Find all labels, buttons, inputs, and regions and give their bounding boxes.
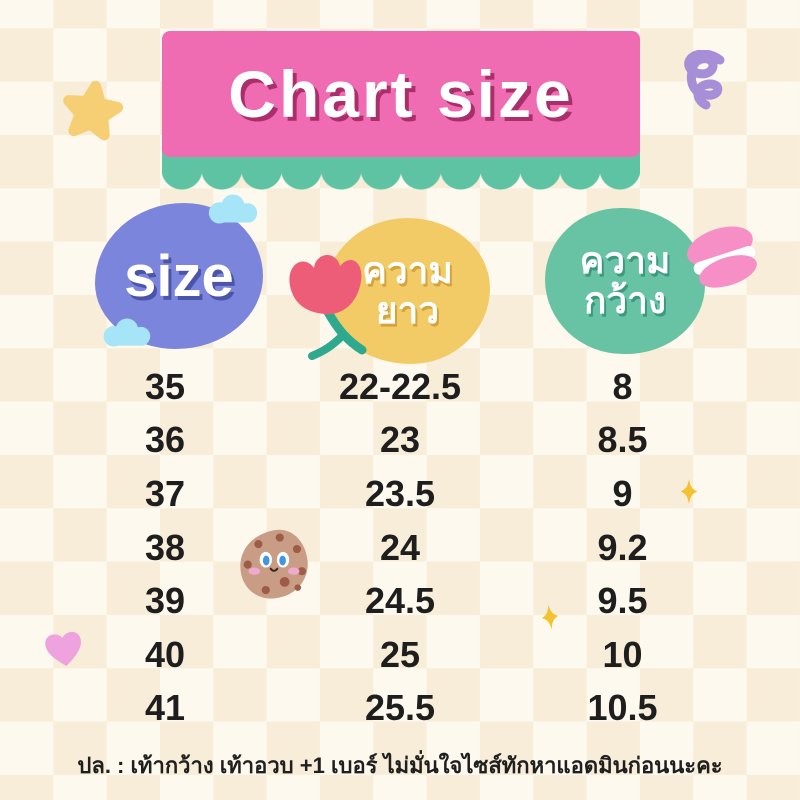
length-cell: 24: [379, 526, 421, 568]
size-cell: 39: [144, 580, 186, 622]
length-cell: 25.5: [364, 687, 436, 729]
size-cell: 36: [144, 419, 186, 461]
banner: Chart size: [162, 31, 640, 157]
size-cell: 38: [144, 526, 186, 568]
size-cell: 37: [144, 472, 186, 514]
size-cell: 35: [144, 365, 186, 407]
width-cell: 10.5: [587, 687, 658, 729]
page-title: Chart size: [228, 57, 574, 131]
length-cell: 23: [379, 419, 421, 461]
length-header-label: ความ ยาว: [362, 250, 453, 331]
length-cell: 24.5: [364, 580, 436, 622]
star-icon: [56, 76, 128, 148]
column-header-width: ความ กว้าง: [545, 208, 705, 354]
width-cell: 9.5: [597, 580, 648, 622]
length-cell: 25: [379, 633, 421, 675]
width-cell: 8: [612, 365, 633, 407]
width-cell: 10: [602, 633, 643, 675]
size-cell: 40: [144, 633, 186, 675]
width-header-label: ความ กว้าง: [579, 240, 671, 321]
width-cell: 9.2: [597, 526, 648, 568]
size-table: 35 22-22.5 8 36 23 8.5 37 23.5 9 38 24 9…: [65, 360, 710, 735]
column-header-length: ความ ยาว: [325, 218, 490, 364]
size-header-label: size: [124, 243, 234, 309]
squiggle-icon: [674, 50, 732, 116]
size-cell: 41: [144, 687, 186, 729]
footnote: ปล. : เท้ากว้าง เท้าอวบ +1 เบอร์ ไม่มั่น…: [77, 753, 723, 778]
length-cell: 22-22.5: [338, 365, 462, 407]
column-header-size: size: [95, 203, 263, 349]
width-cell: 8.5: [597, 419, 648, 461]
length-cell: 23.5: [364, 472, 436, 514]
width-cell: 9: [612, 472, 633, 514]
